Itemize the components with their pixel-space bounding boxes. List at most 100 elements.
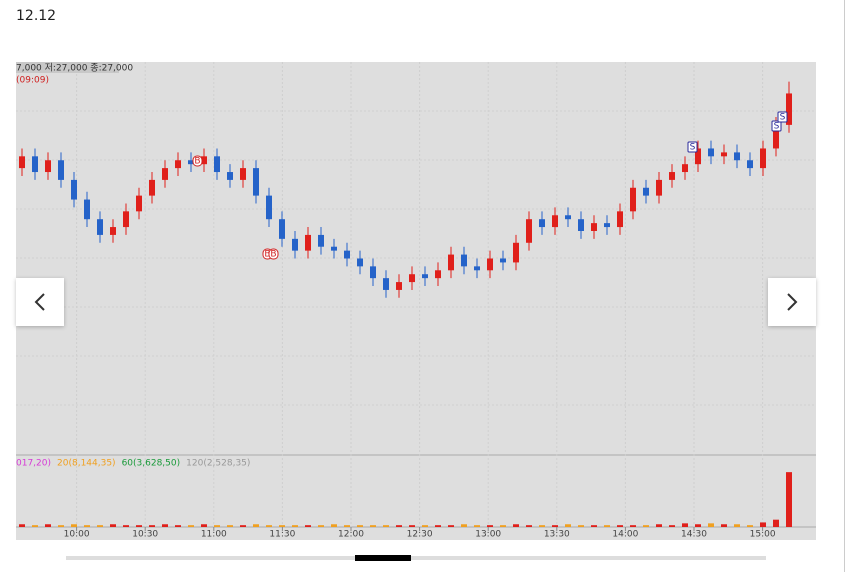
candle-body bbox=[643, 187, 649, 196]
candle-body bbox=[656, 179, 662, 196]
volume-bar bbox=[227, 525, 233, 527]
volume-bar bbox=[344, 525, 350, 527]
volume-bar bbox=[552, 525, 558, 527]
candle-body bbox=[19, 156, 25, 169]
x-tick-label: 11:00 bbox=[201, 530, 227, 540]
volume-bar bbox=[162, 524, 168, 527]
volume-bar bbox=[682, 523, 688, 527]
indicator: 20(8,144,35) bbox=[57, 459, 116, 469]
volume-bar bbox=[474, 525, 480, 527]
candle-body bbox=[253, 168, 259, 196]
candle-body bbox=[188, 160, 194, 165]
x-tick-label: 15:00 bbox=[750, 530, 776, 540]
candle-body bbox=[682, 164, 688, 173]
candle-body bbox=[448, 254, 454, 271]
volume-bar bbox=[539, 525, 545, 527]
x-tick-label: 11:30 bbox=[269, 530, 295, 540]
marker-box bbox=[777, 111, 788, 123]
candle-body bbox=[539, 219, 545, 228]
header-bg bbox=[16, 62, 119, 73]
x-tick-label: 14:00 bbox=[612, 530, 638, 540]
x-tick-label: 10:00 bbox=[64, 530, 90, 540]
volume-bar bbox=[331, 524, 337, 527]
volume-bar bbox=[201, 524, 207, 527]
candle-body bbox=[227, 172, 233, 180]
volume-bar bbox=[669, 525, 675, 527]
candle-body bbox=[162, 168, 168, 180]
chart: 010:0010:3011:0011:3012:0012:3013:0013:3… bbox=[16, 62, 816, 540]
marker: B bbox=[270, 250, 276, 260]
indicator: 120(2,528,35) bbox=[186, 459, 250, 469]
indicator: 017,20) bbox=[16, 459, 51, 469]
candle-body bbox=[760, 148, 766, 169]
scroll-thumb[interactable] bbox=[355, 555, 411, 561]
volume-bar bbox=[45, 524, 51, 527]
volume-bar bbox=[188, 525, 194, 527]
volume-bar bbox=[84, 525, 90, 527]
volume-bar bbox=[604, 525, 610, 527]
x-tick-label: 12:00 bbox=[338, 530, 364, 540]
candle-body bbox=[396, 282, 402, 290]
volume-bar bbox=[136, 525, 142, 527]
volume-bar bbox=[760, 522, 766, 527]
candle-body bbox=[201, 156, 207, 165]
candle-body bbox=[630, 187, 636, 212]
volume-bar bbox=[461, 524, 467, 527]
volume-bar bbox=[734, 524, 740, 527]
volume-bar bbox=[708, 523, 714, 527]
volume-bar bbox=[617, 525, 623, 527]
candle-body bbox=[292, 238, 298, 251]
x-tick-label: 13:00 bbox=[475, 530, 501, 540]
volume-bar bbox=[448, 525, 454, 527]
marker: S bbox=[690, 143, 696, 153]
marker-box bbox=[268, 248, 279, 260]
volume-bar bbox=[240, 525, 246, 527]
volume-bar bbox=[500, 525, 506, 527]
candle-body bbox=[45, 160, 51, 173]
prev-button[interactable] bbox=[16, 278, 64, 326]
candle-body bbox=[175, 160, 181, 169]
candle-body bbox=[344, 250, 350, 259]
volume-bar bbox=[71, 524, 77, 527]
candle-body bbox=[565, 215, 571, 220]
candle-body bbox=[695, 148, 701, 165]
candle-body bbox=[474, 266, 480, 271]
candle-body bbox=[32, 156, 38, 173]
candle-body bbox=[357, 258, 363, 267]
next-button[interactable] bbox=[768, 278, 816, 326]
x-tick-label: 13:30 bbox=[544, 530, 570, 540]
volume-bar bbox=[643, 525, 649, 527]
candle-body bbox=[305, 234, 311, 251]
header: 7,000 저:27,000 종:27,000 bbox=[16, 63, 133, 74]
candle-body bbox=[591, 223, 597, 231]
indicator: 60(3,628,50) bbox=[122, 459, 181, 469]
candle-body bbox=[409, 274, 415, 283]
candle-body bbox=[97, 219, 103, 235]
volume-bar bbox=[513, 524, 519, 527]
scrollbar[interactable] bbox=[66, 555, 766, 561]
x-tick-label: 12:30 bbox=[407, 530, 433, 540]
volume-bar bbox=[305, 525, 311, 527]
divider bbox=[844, 0, 845, 572]
volume-bar bbox=[422, 525, 428, 527]
volume-bar bbox=[123, 525, 129, 527]
volume-bar bbox=[32, 525, 38, 527]
volume-bar bbox=[591, 525, 597, 527]
candle-body bbox=[617, 211, 623, 228]
volume-bar bbox=[370, 525, 376, 527]
volume-bar bbox=[383, 525, 389, 527]
volume-bar bbox=[487, 525, 493, 527]
volume-bar bbox=[214, 525, 220, 527]
volume-bar bbox=[578, 525, 584, 527]
candle-body bbox=[240, 168, 246, 180]
candle-body bbox=[773, 124, 779, 149]
candle-body bbox=[318, 234, 324, 247]
volume-bar bbox=[253, 524, 259, 527]
candle-body bbox=[786, 93, 792, 125]
volume-bar bbox=[175, 525, 181, 527]
candle-body bbox=[279, 219, 285, 239]
candle-body bbox=[84, 199, 90, 220]
time: (09:09) bbox=[16, 76, 49, 86]
volume-bar bbox=[292, 525, 298, 527]
